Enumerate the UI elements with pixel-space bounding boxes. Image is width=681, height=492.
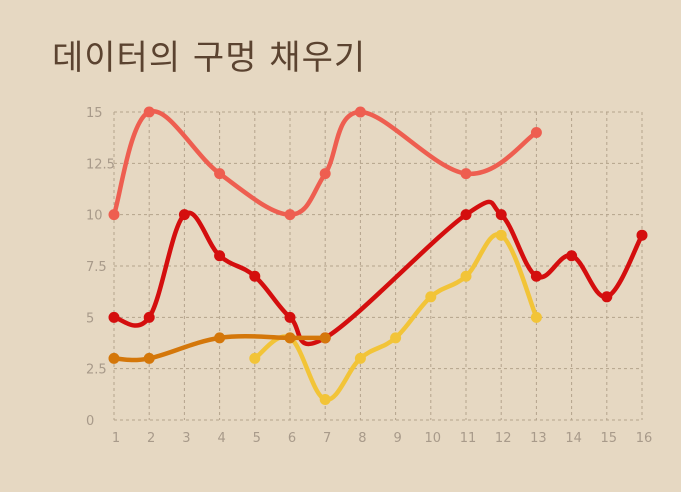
data-point[interactable] <box>390 332 402 344</box>
x-tick-label: 11 <box>460 431 477 446</box>
series-4 <box>108 332 331 364</box>
data-point[interactable] <box>319 393 331 405</box>
data-point[interactable] <box>108 209 120 221</box>
data-point[interactable] <box>249 352 261 364</box>
data-point[interactable] <box>530 270 542 282</box>
data-point[interactable] <box>354 106 366 118</box>
data-point[interactable] <box>566 250 578 262</box>
grid <box>113 111 643 421</box>
x-tick-label: 16 <box>636 431 653 446</box>
x-tick-label: 5 <box>253 431 261 446</box>
x-tick-label: 4 <box>217 431 225 446</box>
data-point[interactable] <box>425 291 437 303</box>
series-line <box>111 199 645 347</box>
data-point[interactable] <box>284 209 296 221</box>
data-point[interactable] <box>214 332 226 344</box>
x-tick-label: 15 <box>601 431 618 446</box>
data-point[interactable] <box>249 270 261 282</box>
data-point[interactable] <box>108 311 120 323</box>
data-point[interactable] <box>178 209 190 221</box>
data-point[interactable] <box>143 106 155 118</box>
series-3 <box>249 229 542 405</box>
data-point[interactable] <box>143 311 155 323</box>
data-point[interactable] <box>284 311 296 323</box>
data-point[interactable] <box>530 311 542 323</box>
x-tick-label: 1 <box>112 431 120 446</box>
data-point[interactable] <box>319 332 331 344</box>
y-tick-label: 2.5 <box>86 363 107 378</box>
series-2 <box>108 199 648 347</box>
x-tick-label: 6 <box>288 431 296 446</box>
data-point[interactable] <box>354 352 366 364</box>
x-tick-label: 13 <box>530 431 547 446</box>
y-tick-label: 15 <box>86 106 103 121</box>
data-point[interactable] <box>319 168 331 180</box>
data-point[interactable] <box>214 168 226 180</box>
x-tick-label: 14 <box>565 431 582 446</box>
data-point[interactable] <box>460 168 472 180</box>
data-point[interactable] <box>214 250 226 262</box>
x-tick-label: 10 <box>425 431 442 446</box>
x-tick-label: 12 <box>495 431 512 446</box>
series-layer <box>108 106 648 405</box>
x-tick-label: 7 <box>323 431 331 446</box>
y-tick-label: 7.5 <box>86 260 107 275</box>
data-point[interactable] <box>460 209 472 221</box>
data-point[interactable] <box>601 291 613 303</box>
data-point[interactable] <box>108 352 120 364</box>
x-tick-label: 9 <box>393 431 401 446</box>
y-tick-label: 10 <box>86 209 103 224</box>
y-tick-label: 12.5 <box>86 157 115 172</box>
x-tick-label: 3 <box>182 431 190 446</box>
data-point[interactable] <box>460 270 472 282</box>
y-tick-label: 5 <box>86 311 94 326</box>
series-1 <box>108 106 542 221</box>
data-point[interactable] <box>143 352 155 364</box>
data-point[interactable] <box>530 127 542 139</box>
data-point[interactable] <box>284 332 296 344</box>
y-tick-label: 0 <box>86 414 94 429</box>
x-tick-label: 8 <box>358 431 366 446</box>
data-point[interactable] <box>495 209 507 221</box>
data-point[interactable] <box>636 229 648 241</box>
x-tick-label: 2 <box>147 431 155 446</box>
chart-title: 데이터의 구멍 채우기 <box>52 38 367 78</box>
data-point[interactable] <box>495 229 507 241</box>
